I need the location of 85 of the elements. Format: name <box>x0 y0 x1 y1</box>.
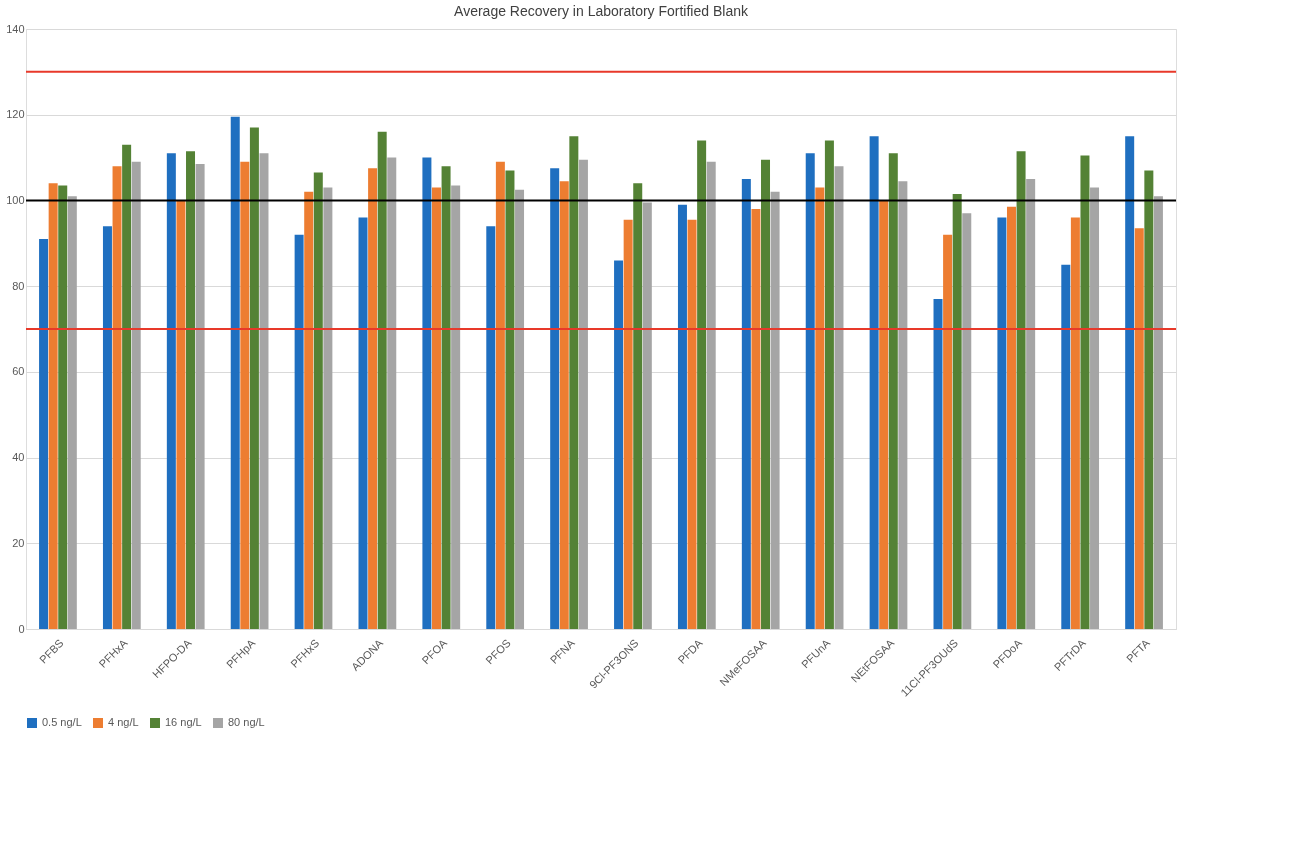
bar <box>58 185 68 629</box>
bar <box>1026 179 1036 629</box>
bar <box>422 157 432 629</box>
bar <box>706 161 716 629</box>
legend-label: 4 ng/L <box>108 716 139 728</box>
bar <box>569 136 579 629</box>
bar <box>166 153 176 629</box>
bar <box>761 159 771 629</box>
bar <box>259 153 269 629</box>
bar <box>1090 187 1100 629</box>
y-tick-label: 40 <box>12 451 25 464</box>
bar <box>1134 228 1144 629</box>
y-tick-label: 0 <box>18 622 25 635</box>
bar <box>387 157 397 629</box>
bar <box>997 217 1007 629</box>
bar <box>614 260 624 629</box>
bar <box>249 127 259 629</box>
bar <box>1153 196 1163 629</box>
bar <box>834 166 844 629</box>
bar <box>1070 217 1080 629</box>
bar <box>131 161 141 629</box>
bar <box>642 202 652 629</box>
legend-label: 0.5 ng/L <box>42 716 82 728</box>
y-tick-label: 140 <box>6 22 25 35</box>
bar <box>451 185 461 629</box>
bar <box>431 187 441 629</box>
bar <box>751 209 761 629</box>
bar <box>952 194 962 629</box>
bar <box>230 116 240 629</box>
bar <box>687 219 697 629</box>
bar <box>122 144 132 629</box>
bar <box>358 217 368 629</box>
bar <box>559 181 569 629</box>
y-tick-label: 20 <box>12 536 25 549</box>
y-tick-label: 60 <box>12 365 25 378</box>
bar <box>112 166 122 629</box>
bar <box>323 187 333 629</box>
bar <box>48 183 58 629</box>
bar <box>943 234 953 629</box>
bar <box>677 204 687 629</box>
bar <box>898 181 908 629</box>
bar <box>879 200 889 629</box>
bar <box>1125 136 1135 629</box>
bar <box>869 136 879 629</box>
bar <box>1006 206 1016 629</box>
chart-title: Average Recovery in Laboratory Fortified Blank <box>454 3 749 19</box>
y-tick-label: 80 <box>12 279 25 292</box>
bar <box>1061 264 1071 629</box>
bar <box>1016 151 1026 629</box>
bar <box>824 140 834 629</box>
y-tick-label: 100 <box>6 193 25 206</box>
bar <box>176 200 186 629</box>
bar <box>368 168 378 629</box>
bar <box>805 153 815 629</box>
bar <box>304 191 314 629</box>
bar <box>195 164 205 629</box>
y-tick-label: 120 <box>6 108 25 121</box>
bar <box>888 153 898 629</box>
bar <box>633 183 643 629</box>
bar <box>495 161 505 629</box>
bar <box>102 226 112 629</box>
bar <box>240 161 250 629</box>
bar <box>313 172 323 629</box>
bar <box>1080 155 1090 629</box>
bar <box>441 166 451 629</box>
bar <box>623 219 633 629</box>
legend-label: 16 ng/L <box>165 716 202 728</box>
bar <box>377 131 387 629</box>
bar <box>1144 170 1154 629</box>
legend-label: 80 ng/L <box>228 716 265 728</box>
bar <box>697 140 707 629</box>
bar <box>294 234 304 629</box>
bar <box>815 187 825 629</box>
bar <box>486 226 496 629</box>
bar <box>39 239 49 629</box>
bar <box>505 170 515 629</box>
bar <box>67 196 77 629</box>
bar <box>933 299 943 629</box>
bar <box>550 168 560 629</box>
bar <box>741 179 751 629</box>
bar <box>186 151 196 629</box>
bar <box>770 191 780 629</box>
bar <box>578 159 588 629</box>
bar <box>962 213 972 629</box>
bar <box>515 189 525 629</box>
